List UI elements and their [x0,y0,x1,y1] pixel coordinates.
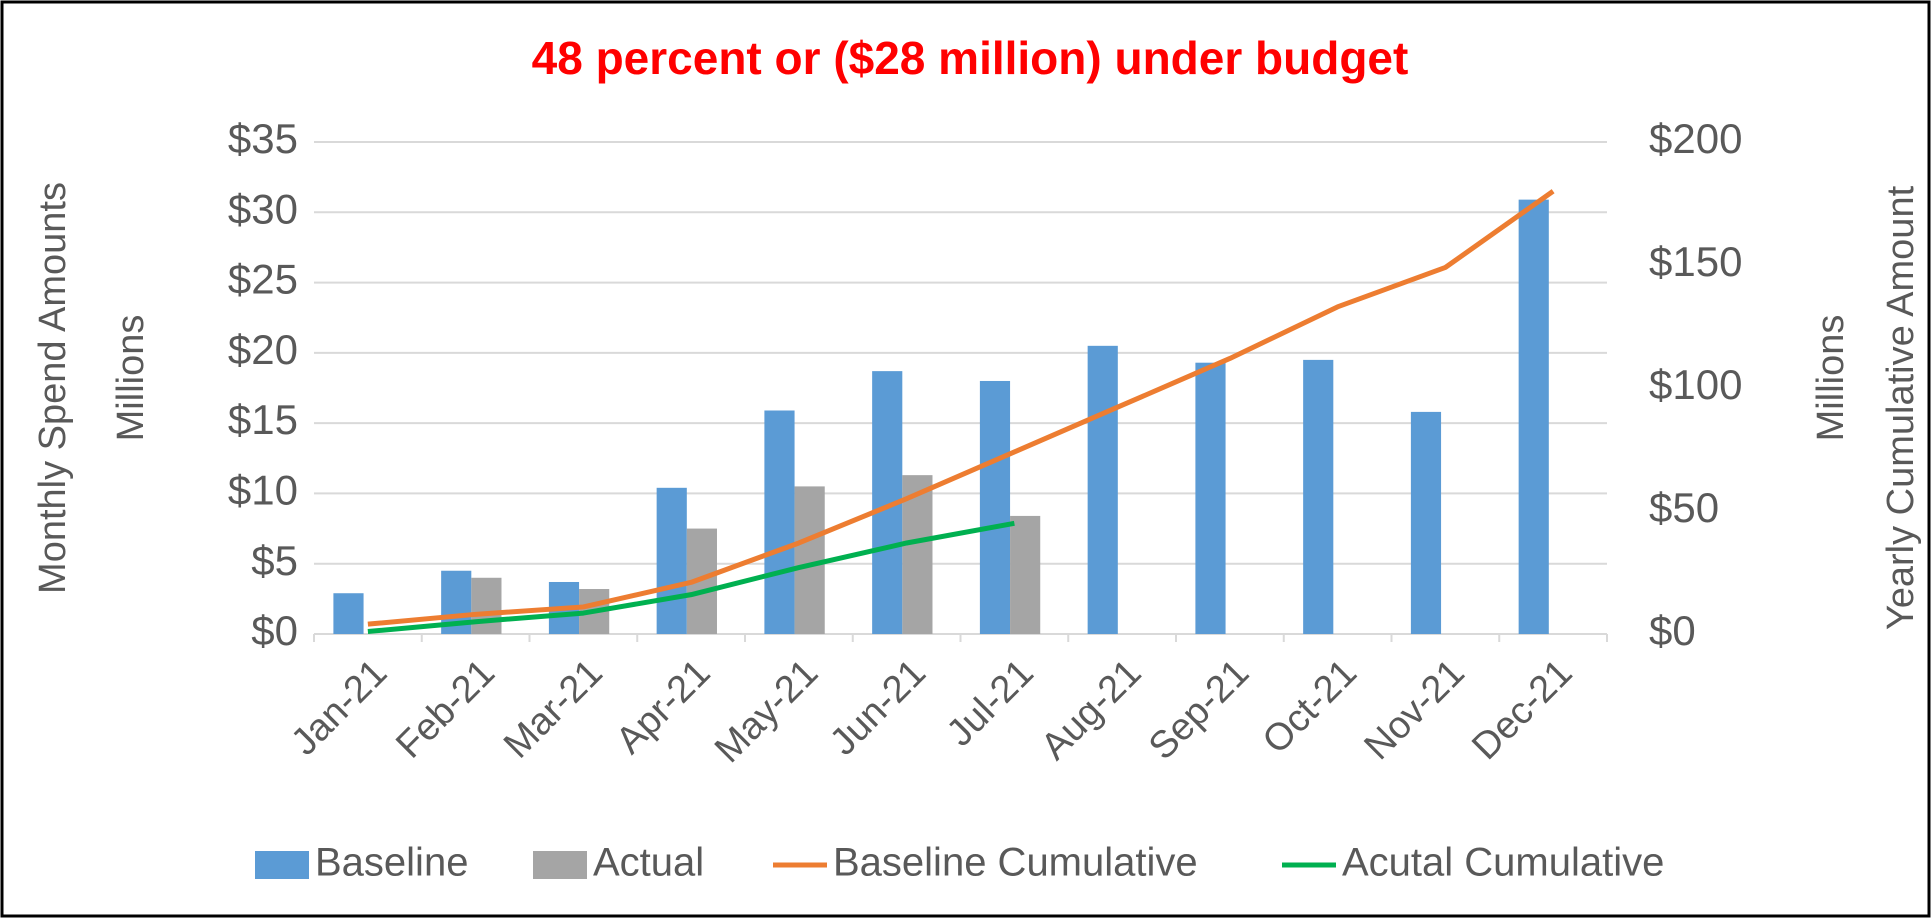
y-tick-label: $20 [228,326,298,373]
y2-tick-label: $100 [1649,361,1742,408]
legend-label: Baseline [315,841,468,885]
y-tick-label: $35 [228,115,298,162]
y-axis-unit: Millions [110,315,152,442]
legend-swatch [255,851,309,879]
line [367,189,1555,627]
bar [656,487,687,634]
y2-axis-unit: Millions [1810,315,1852,442]
y-tick-label: $5 [251,537,298,584]
bar [1087,345,1118,634]
bar [764,410,795,634]
legend-swatch [533,851,587,879]
legend-label: Baseline Cumulative [833,841,1198,885]
y2-axis-title: Yearly Cumulative Amount [1880,185,1922,630]
y2-tick-label: $0 [1649,607,1696,654]
y-tick-label: $10 [228,467,298,514]
bar [794,486,825,634]
y-tick-label: $0 [251,607,298,654]
y-tick-label: $25 [228,256,298,303]
legend-label: Acutal Cumulative [1342,841,1664,885]
y2-tick-label: $50 [1649,484,1719,531]
bar [902,475,933,634]
bar [333,593,364,634]
bar [1303,359,1334,634]
line [367,520,1015,635]
bar [471,577,502,634]
bar [1195,362,1226,634]
bar [1010,515,1041,634]
chart-title: 48 percent or ($28 million) under budget [532,32,1409,84]
y-axis-title: Monthly Spend Amounts [32,182,74,594]
y2-tick-label: $200 [1649,115,1742,162]
legend-label: Actual [593,841,704,885]
y2-tick-label: $150 [1649,238,1742,285]
bar [1518,199,1549,635]
bar [1410,411,1442,634]
y-tick-label: $30 [228,185,298,232]
bar [979,380,1011,634]
y-tick-label: $15 [228,396,298,443]
